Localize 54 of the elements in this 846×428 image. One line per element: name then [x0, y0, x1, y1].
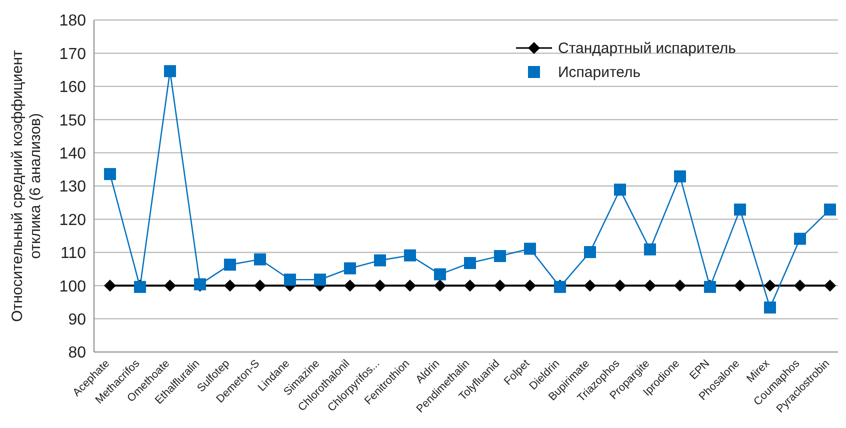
legend-label: Стандартный испаритель: [558, 40, 736, 56]
point: [314, 274, 326, 286]
point: [584, 246, 596, 258]
y-tick-label: 100: [59, 278, 86, 296]
y-tick-label: 170: [59, 46, 86, 63]
point: [464, 280, 476, 292]
y-axis-title: Относительный средний коэффициент отклика (6 анализов): [9, 50, 44, 322]
y-tick-label: 180: [59, 12, 86, 30]
point: [524, 280, 536, 292]
y-tick-label: 160: [59, 79, 86, 96]
point: [344, 280, 356, 292]
point: [524, 242, 536, 255]
point: [164, 280, 176, 292]
point: [254, 280, 266, 292]
point: [404, 280, 416, 292]
point: [614, 280, 626, 292]
point: [734, 204, 746, 216]
point: [434, 280, 446, 292]
point: [434, 268, 446, 280]
y-tick-label: 120: [59, 212, 86, 229]
point: [254, 253, 266, 266]
point: [404, 249, 416, 262]
point: [764, 280, 776, 292]
point: [824, 204, 836, 216]
point: [644, 243, 656, 256]
point: [224, 258, 236, 271]
y-tick-label: 80: [68, 344, 86, 362]
point: [164, 65, 176, 78]
point: [494, 280, 506, 292]
point: [464, 257, 476, 270]
y-tick-label: 110: [60, 245, 86, 262]
point: [644, 280, 656, 292]
point: [104, 168, 116, 180]
point: [794, 280, 806, 292]
point: [494, 250, 506, 262]
point: [224, 280, 236, 292]
point: [794, 232, 806, 245]
point: [344, 262, 356, 274]
point: [374, 280, 386, 292]
y-tick-label: 140: [59, 145, 86, 162]
point: [584, 280, 596, 292]
point: [374, 254, 386, 266]
point: [614, 184, 626, 196]
point: [674, 170, 686, 182]
point: [824, 280, 836, 292]
y-tick-label: 130: [59, 178, 86, 196]
y-tick-label: 90: [68, 311, 86, 328]
point: [764, 302, 776, 314]
point: [104, 280, 116, 292]
y-tick-label: 150: [59, 112, 86, 130]
legend-label: Испаритель: [558, 64, 641, 80]
point: [674, 280, 686, 292]
point: [734, 280, 746, 292]
point: [284, 274, 296, 286]
